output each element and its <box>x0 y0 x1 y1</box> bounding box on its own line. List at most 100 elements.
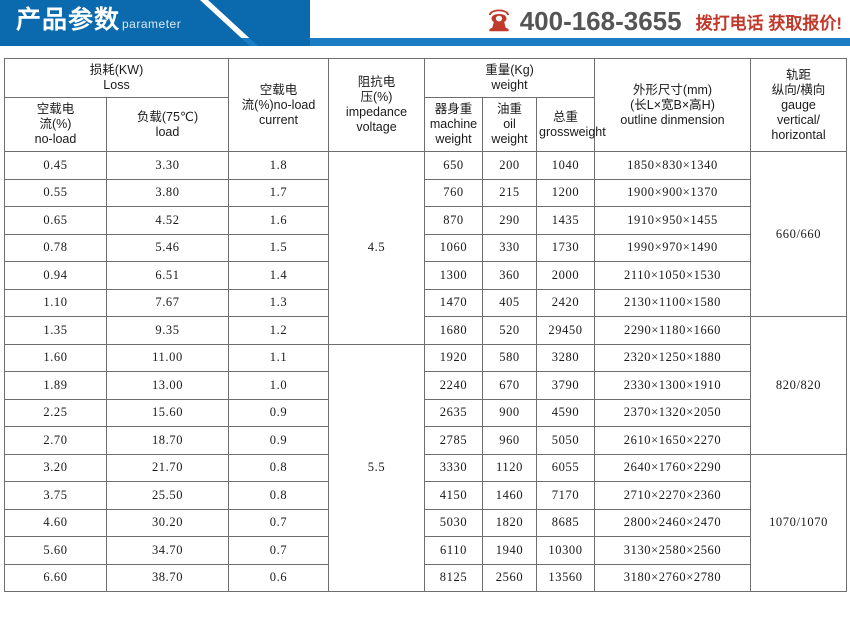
page-subtitle: parameter <box>122 17 182 31</box>
cell-oil-weight: 1820 <box>482 508 537 537</box>
cell-load-loss: 25.50 <box>106 481 229 510</box>
header-gross-weight: 总重 grossweight <box>536 97 606 152</box>
cell-load-loss: 7.67 <box>106 288 229 317</box>
header-loss-load: 负载(75℃) load <box>106 97 229 152</box>
cell-no-load-current: 1.2 <box>228 316 329 345</box>
table-row: 0.78 5.46 1.5 1060 330 1730 1990×970×1490 <box>4 233 847 262</box>
cell-no-load-loss: 0.78 <box>4 233 107 262</box>
header-outline-dimension: 外形尺寸(mm) (长L×宽B×高H) outline dinmension <box>594 58 751 152</box>
cell-load-loss: 30.20 <box>106 508 229 537</box>
cell-machine-weight: 5030 <box>424 508 483 537</box>
cell-outline-dimension: 2320×1250×1880 <box>594 343 751 372</box>
cell-no-load-loss: 3.75 <box>4 481 107 510</box>
cell-outline-dimension: 3180×2760×2780 <box>594 563 751 592</box>
cell-impedance-voltage: 5.5 <box>328 343 425 592</box>
table-row: 3.75 25.50 0.8 4150 1460 7170 2710×2270×2360 <box>4 481 847 510</box>
cell-no-load-loss: 1.89 <box>4 371 107 400</box>
table-row: 5.60 34.70 0.7 6110 1940 10300 3130×2580×2560 <box>4 536 847 565</box>
cell-gross-weight: 1040 <box>536 151 595 180</box>
contact-block[interactable]: 400-168-3655 拨打电话 获取报价! <box>486 4 842 38</box>
cell-no-load-current: 1.5 <box>228 233 329 262</box>
cell-no-load-loss: 5.60 <box>4 536 107 565</box>
header-row-bottom: 空载电 流(%) no-load 负载(75℃) load 器身重 machin… <box>4 97 847 152</box>
header-gauge: 轨距 纵向/横向 gauge vertical/ horizontal <box>750 58 847 152</box>
cell-gross-weight: 8685 <box>536 508 595 537</box>
cell-machine-weight: 4150 <box>424 481 483 510</box>
cell-machine-weight: 8125 <box>424 563 483 592</box>
table-row: 6.60 38.70 0.6 8125 2560 13560 3180×2760×2780 <box>4 563 847 592</box>
cell-no-load-current: 1.3 <box>228 288 329 317</box>
table-row: 0.55 3.80 1.7 760 215 1200 1900×900×1370 <box>4 178 847 207</box>
cell-machine-weight: 1920 <box>424 343 483 372</box>
cell-no-load-current: 0.8 <box>228 453 329 482</box>
header-machine-weight: 器身重 machine weight <box>424 97 483 152</box>
cell-oil-weight: 215 <box>482 178 537 207</box>
cell-gauge: 1070/1070 <box>750 453 847 592</box>
table-row: 1.35 9.35 1.2 1680 520 29450 2290×1180×1660 820… <box>4 316 847 455</box>
cell-load-loss: 18.70 <box>106 426 229 455</box>
cell-oil-weight: 360 <box>482 261 537 290</box>
cell-no-load-loss: 3.20 <box>4 453 107 482</box>
header-oil-weight: 油重 oil weight <box>482 97 537 152</box>
cell-gross-weight: 4590 <box>536 398 595 427</box>
cell-no-load-loss: 1.35 <box>4 316 107 345</box>
cell-no-load-loss: 6.60 <box>4 563 107 592</box>
table-row: 1.60 11.00 1.1 5.5 1920 580 3280 2320×1250×1880 <box>4 343 847 592</box>
page-header-banner: 产品参数 parameter 400-168-3655 拨打电话 获取报价! <box>0 0 850 52</box>
cell-outline-dimension: 2330×1300×1910 <box>594 371 751 400</box>
cell-no-load-loss: 1.10 <box>4 288 107 317</box>
header-impedance-voltage: 阻抗电 压(%) impedance voltage <box>328 58 425 152</box>
cell-machine-weight: 1300 <box>424 261 483 290</box>
cell-outline-dimension: 2370×1320×2050 <box>594 398 751 427</box>
cell-outline-dimension: 2610×1650×2270 <box>594 426 751 455</box>
cell-outline-dimension: 1910×950×1455 <box>594 206 751 235</box>
cell-no-load-loss: 2.70 <box>4 426 107 455</box>
cell-oil-weight: 330 <box>482 233 537 262</box>
cell-outline-dimension: 3130×2580×2560 <box>594 536 751 565</box>
cell-gross-weight: 7170 <box>536 481 595 510</box>
cell-load-loss: 6.51 <box>106 261 229 290</box>
cell-outline-dimension: 1990×970×1490 <box>594 233 751 262</box>
table-row: 2.25 15.60 0.9 2635 900 4590 2370×1320×2050 <box>4 398 847 427</box>
cell-oil-weight: 520 <box>482 316 537 345</box>
cell-no-load-current: 1.7 <box>228 178 329 207</box>
table-row: 0.94 6.51 1.4 1300 360 2000 2110×1050×1530 <box>4 261 847 290</box>
cell-no-load-loss: 0.94 <box>4 261 107 290</box>
cell-gross-weight: 2000 <box>536 261 595 290</box>
table-row: 2.70 18.70 0.9 2785 960 5050 2610×1650×2270 <box>4 426 847 455</box>
cell-machine-weight: 2785 <box>424 426 483 455</box>
cell-gross-weight: 13560 <box>536 563 595 592</box>
header-weight-group: 重量(Kg) weight <box>424 58 595 98</box>
product-parameter-table: 损耗(KW) Loss 空载电 流(%)no-load current 阻抗电 … <box>4 58 847 592</box>
cell-gross-weight: 5050 <box>536 426 595 455</box>
cell-load-loss: 3.30 <box>106 151 229 180</box>
cell-load-loss: 5.46 <box>106 233 229 262</box>
table-body: 0.45 3.30 1.8 4.5 650 200 1040 1850×830×1340 660… <box>4 151 847 592</box>
phone-number[interactable]: 400-168-3655 <box>519 5 682 36</box>
cell-oil-weight: 405 <box>482 288 537 317</box>
cell-machine-weight: 650 <box>424 151 483 180</box>
page-title: 产品参数 <box>16 6 121 34</box>
table-row: 0.45 3.30 1.8 4.5 650 200 1040 1850×830×1340 660… <box>4 151 847 345</box>
cell-outline-dimension: 2110×1050×1530 <box>594 261 751 290</box>
table-row: 1.10 7.67 1.3 1470 405 2420 2130×1100×1580 <box>4 288 847 317</box>
cell-oil-weight: 2560 <box>482 563 537 592</box>
cell-oil-weight: 1120 <box>482 453 537 482</box>
cell-machine-weight: 1680 <box>424 316 483 345</box>
cell-gross-weight: 2420 <box>536 288 595 317</box>
cell-outline-dimension: 1900×900×1370 <box>594 178 751 207</box>
cell-oil-weight: 290 <box>482 206 537 235</box>
cell-outline-dimension: 2290×1180×1660 <box>594 316 751 345</box>
cell-machine-weight: 760 <box>424 178 483 207</box>
cell-machine-weight: 1060 <box>424 233 483 262</box>
cell-machine-weight: 1470 <box>424 288 483 317</box>
cell-outline-dimension: 2640×1760×2290 <box>594 453 751 482</box>
cell-no-load-current: 1.0 <box>228 371 329 400</box>
banner-underline-bar <box>0 38 850 46</box>
cell-machine-weight: 3330 <box>424 453 483 482</box>
cell-no-load-current: 0.6 <box>228 563 329 592</box>
cell-oil-weight: 200 <box>482 151 537 180</box>
header-row-top: 损耗(KW) Loss 空载电 流(%)no-load current 阻抗电 … <box>4 58 847 152</box>
cell-oil-weight: 670 <box>482 371 537 400</box>
call-for-quote-text[interactable]: 拨打电话 获取报价! <box>695 13 842 33</box>
